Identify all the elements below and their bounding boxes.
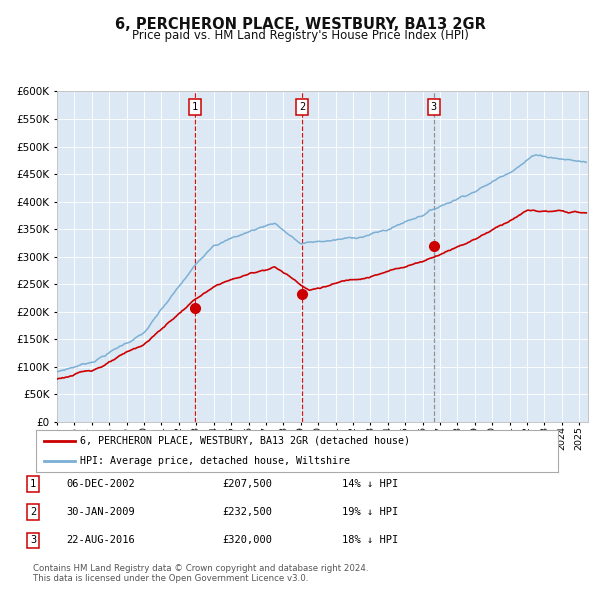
Text: 2: 2: [299, 102, 305, 112]
Text: 06-DEC-2002: 06-DEC-2002: [66, 479, 135, 489]
Text: HPI: Average price, detached house, Wiltshire: HPI: Average price, detached house, Wilt…: [80, 457, 350, 466]
Text: 14% ↓ HPI: 14% ↓ HPI: [342, 479, 398, 489]
Text: 1: 1: [192, 102, 198, 112]
Text: £232,500: £232,500: [222, 507, 272, 517]
Text: 1: 1: [30, 479, 36, 489]
Text: 6, PERCHERON PLACE, WESTBURY, BA13 2GR (detached house): 6, PERCHERON PLACE, WESTBURY, BA13 2GR (…: [80, 436, 410, 446]
Text: £207,500: £207,500: [222, 479, 272, 489]
Text: Contains HM Land Registry data © Crown copyright and database right 2024.
This d: Contains HM Land Registry data © Crown c…: [33, 563, 368, 583]
Text: 19% ↓ HPI: 19% ↓ HPI: [342, 507, 398, 517]
Text: £320,000: £320,000: [222, 536, 272, 545]
Text: 22-AUG-2016: 22-AUG-2016: [66, 536, 135, 545]
Text: 3: 3: [30, 536, 36, 545]
Text: 30-JAN-2009: 30-JAN-2009: [66, 507, 135, 517]
Text: Price paid vs. HM Land Registry's House Price Index (HPI): Price paid vs. HM Land Registry's House …: [131, 30, 469, 42]
Text: 2: 2: [30, 507, 36, 517]
Text: 6, PERCHERON PLACE, WESTBURY, BA13 2GR: 6, PERCHERON PLACE, WESTBURY, BA13 2GR: [115, 17, 485, 31]
Text: 18% ↓ HPI: 18% ↓ HPI: [342, 536, 398, 545]
Text: 3: 3: [431, 102, 437, 112]
